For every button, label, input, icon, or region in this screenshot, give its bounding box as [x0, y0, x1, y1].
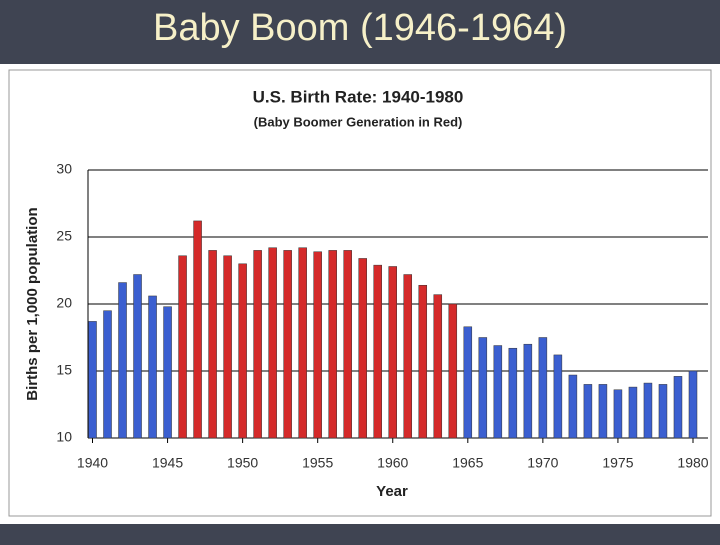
- bar: [268, 247, 277, 439]
- y-tick-label: 10: [56, 429, 72, 445]
- bar: [508, 347, 518, 439]
- bar: [538, 337, 548, 439]
- bar: [163, 306, 172, 439]
- bar: [553, 354, 563, 439]
- x-tick-label: 1975: [602, 455, 633, 471]
- x-tick-label: 1965: [452, 455, 483, 471]
- bar: [223, 255, 232, 439]
- bar: [613, 389, 623, 439]
- plot-area: 10 15 20 25 30 1940 1945 1950 1955 1960 1965 1970 19…: [56, 161, 708, 471]
- chart-subtitle: (Baby Boomer Generation in Red): [254, 114, 463, 129]
- x-tick-label: 1955: [302, 455, 333, 471]
- bar: [103, 310, 112, 439]
- x-tick-label: 1970: [527, 455, 558, 471]
- x-tick-label: 1960: [377, 455, 408, 471]
- y-tick-label: 30: [56, 161, 72, 177]
- bar: [178, 255, 187, 439]
- x-tick-label: 1950: [227, 455, 258, 471]
- bar: [208, 250, 217, 439]
- bar: [448, 303, 458, 439]
- bar: [118, 282, 127, 439]
- bar: [253, 250, 262, 439]
- bar: [568, 374, 578, 439]
- bar: [403, 274, 413, 439]
- bar: [283, 250, 292, 439]
- bar: [148, 295, 157, 439]
- bar: [433, 294, 443, 439]
- bar: [238, 263, 247, 439]
- bar: [298, 247, 307, 439]
- bar: [688, 370, 698, 439]
- bar: [583, 384, 593, 439]
- x-tick-label: 1945: [152, 455, 183, 471]
- bar: [388, 266, 397, 439]
- bar: [628, 386, 638, 439]
- bar: [658, 384, 668, 439]
- chart-title: U.S. Birth Rate: 1940-1980: [253, 87, 464, 106]
- y-tick-label: 20: [56, 295, 72, 311]
- x-tick-label: 1980: [677, 455, 708, 471]
- y-tick-label: 25: [56, 228, 72, 244]
- bar: [493, 345, 503, 439]
- y-tick-label: 15: [56, 362, 72, 378]
- y-axis-label: Births per 1,000 population: [24, 207, 41, 400]
- bar: [523, 343, 533, 439]
- bar: [343, 250, 352, 439]
- bar: [418, 284, 428, 439]
- bar: [328, 250, 337, 439]
- bar: [373, 264, 382, 439]
- bar: [88, 321, 97, 439]
- bar: [193, 220, 202, 439]
- x-tick-label: 1940: [77, 455, 108, 471]
- bar: [673, 376, 683, 439]
- bar: [313, 251, 322, 439]
- bar: [643, 382, 653, 439]
- bar: [598, 384, 608, 439]
- bar: [463, 326, 473, 439]
- bar: [478, 337, 488, 439]
- bar: [358, 258, 367, 439]
- slide-title: Baby Boom (1946-1964): [153, 7, 567, 49]
- bar: [133, 274, 142, 439]
- x-axis-label: Year: [376, 483, 408, 500]
